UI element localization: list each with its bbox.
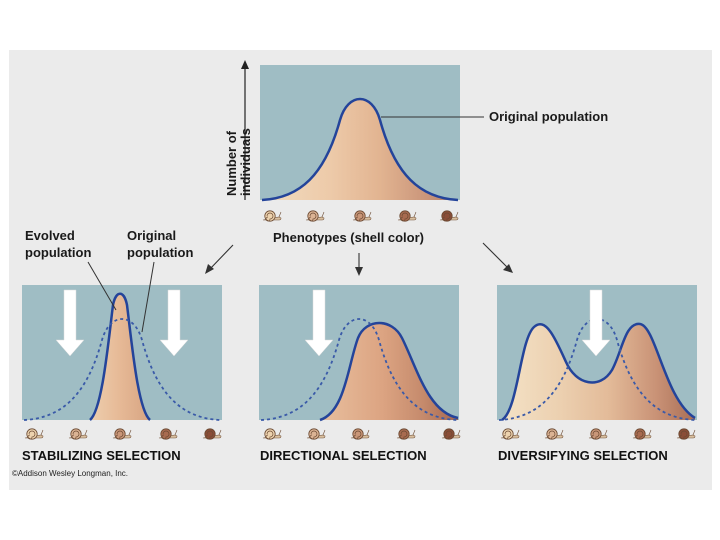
diversifying-selection-arrow [581, 289, 611, 357]
snail-icon [544, 428, 564, 440]
arrow-to-diversifying [482, 242, 509, 269]
y-axis-label-1: Number of [224, 130, 239, 196]
y-axis-label-2: individuals [238, 128, 253, 196]
snail-icon [68, 428, 88, 440]
original-population-label: Original population [489, 109, 608, 124]
snail-icon [632, 428, 652, 440]
down-arrow-icon [304, 289, 334, 357]
stabilizing-evolved-fill [90, 293, 150, 420]
directional-evolved-fill [320, 323, 458, 420]
snail-icon [500, 428, 520, 440]
original-population-curve [261, 97, 459, 202]
down-arrow-icon [581, 289, 611, 357]
evolved-population-label-2: population [25, 245, 91, 260]
diversifying-evolved-curve [501, 322, 696, 422]
directional-caption: DIRECTIONAL SELECTION [260, 448, 427, 463]
snail-icon [158, 428, 178, 440]
original-population-label-1: Original [127, 228, 176, 243]
y-axis-arrowhead [241, 60, 249, 69]
down-arrow-icon [55, 289, 85, 357]
snail-icon [397, 210, 417, 222]
snail-icon [588, 428, 608, 440]
arrowhead-to-directional [355, 267, 363, 276]
directional-original-curve [260, 318, 458, 421]
directional-evolved-curve [319, 321, 459, 422]
arrowhead-to-diversifying [503, 264, 513, 273]
diversifying-evolved-fill [502, 323, 695, 420]
diversifying-caption: DIVERSIFYING SELECTION [498, 448, 668, 463]
down-arrow-icon [159, 289, 189, 357]
evolved-population-label-1: Evolved [25, 228, 75, 243]
top-phenotype-snails [262, 210, 459, 222]
snail-icon [262, 428, 282, 440]
original-population-label-2: population [127, 245, 193, 260]
arrow-to-stabilizing [208, 244, 234, 271]
snail-icon [112, 428, 132, 440]
stabilizing-original-curve [23, 318, 221, 421]
snail-icon [441, 428, 461, 440]
directional-selection-arrow [304, 289, 334, 357]
stabilizing-evolved-curve [89, 292, 151, 421]
snail-icon [439, 210, 459, 222]
original-leader [141, 261, 155, 333]
copyright-notice: ©Addison Wesley Longman, Inc. [12, 469, 128, 478]
arrowhead-to-stabilizing [205, 264, 214, 274]
snail-icon [305, 210, 325, 222]
snail-icon [24, 428, 44, 440]
snail-icon [350, 428, 370, 440]
snail-icon [306, 428, 326, 440]
evolved-leader [87, 261, 117, 311]
snail-icon [262, 210, 282, 222]
bottom-phenotype-snails [24, 428, 696, 440]
snail-icon [352, 210, 372, 222]
stabilizing-caption: STABILIZING SELECTION [22, 448, 181, 463]
original-population-fill [262, 99, 458, 200]
snail-icon [676, 428, 696, 440]
x-axis-label: Phenotypes (shell color) [273, 230, 424, 245]
snail-icon [202, 428, 222, 440]
snail-icon [396, 428, 416, 440]
stabilizing-selection-arrows [55, 289, 189, 357]
